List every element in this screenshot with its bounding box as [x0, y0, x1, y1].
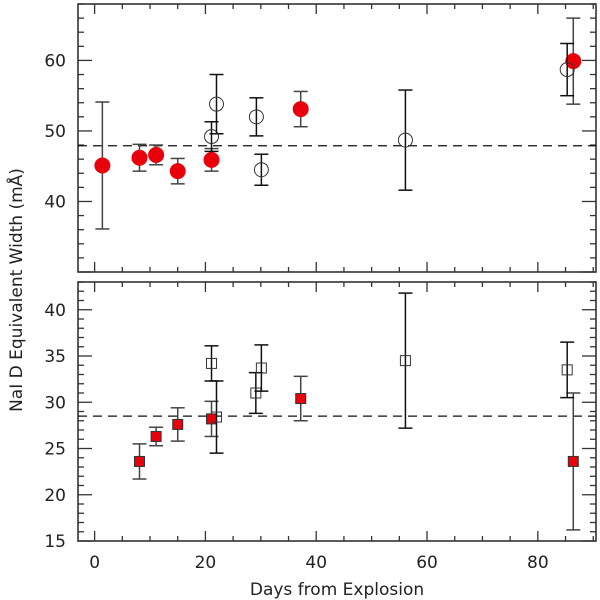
open-square-point	[250, 387, 262, 399]
filled-circle-point	[565, 53, 582, 70]
panel-1: 40 50 60	[44, 3, 597, 273]
y-tick-label: 40	[44, 192, 66, 212]
y-tick-label: 20	[44, 486, 66, 506]
y-tick-label: 40	[44, 301, 66, 321]
filled-circle-point	[292, 101, 309, 118]
filled-square-point	[295, 393, 307, 405]
filled-square-point	[133, 455, 145, 467]
open-circle-point	[209, 96, 225, 112]
open-circle-point	[248, 109, 264, 125]
open-square-point	[211, 411, 223, 423]
filled-square-point	[150, 430, 162, 442]
open-circle-point	[253, 162, 269, 178]
x-tick-label: 40	[305, 553, 327, 573]
filled-circle-point	[169, 163, 186, 180]
panel-2: 15 20 25 30 35 40	[44, 281, 597, 552]
open-circle-point	[397, 132, 413, 148]
x-axis-label: Days from Explosion	[250, 580, 424, 600]
open-circle-point	[559, 62, 575, 78]
filled-square-point	[172, 418, 184, 430]
x-tick-label: 0	[89, 553, 100, 573]
filled-circle-point	[148, 146, 165, 163]
open-circle-point	[204, 129, 220, 145]
filled-circle-point	[203, 151, 220, 168]
filled-square-point	[567, 455, 579, 467]
x-tick-label: 60	[416, 553, 438, 573]
filled-circle-point	[94, 157, 111, 174]
y-axis-label: NaI D Equivalent Width (mÅ)	[5, 168, 27, 412]
y-tick-label: 25	[44, 440, 66, 460]
x-tick-label: 80	[527, 553, 549, 573]
y-tick-label: 15	[44, 532, 66, 552]
y-tick-label: 50	[44, 122, 66, 142]
y-tick-label: 60	[44, 51, 66, 71]
panel-frame	[77, 3, 597, 273]
open-square-point	[255, 362, 267, 374]
y-tick-label: 35	[44, 347, 66, 367]
x-tick-label: 20	[195, 553, 217, 573]
panel-frame	[77, 281, 597, 542]
open-square-point	[206, 357, 218, 369]
filled-circle-point	[131, 149, 148, 166]
open-square-point	[399, 355, 411, 367]
y-tick-label: 30	[44, 393, 66, 413]
open-square-point	[561, 364, 573, 376]
